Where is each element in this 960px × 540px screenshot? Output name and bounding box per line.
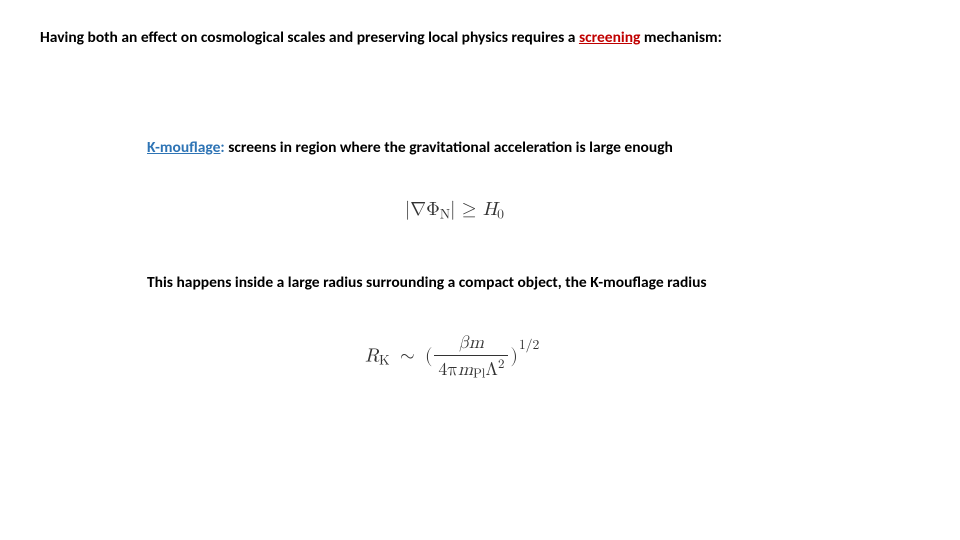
nabla: ∇	[410, 200, 426, 219]
numerator: βm	[434, 332, 508, 356]
lambda: Λ	[485, 361, 498, 379]
H-sub: 0	[497, 207, 504, 221]
equation-gradient: |∇ΦN| ≥ H0	[405, 198, 504, 223]
lparen: (	[425, 346, 432, 365]
radius-text: This happens inside a large radius surro…	[147, 273, 707, 292]
m-num: m	[469, 334, 484, 352]
radius-line: This happens inside a large radius surro…	[147, 273, 707, 292]
beta: β	[459, 334, 469, 352]
intro-post: mechanism:	[640, 28, 722, 47]
phi: Φ	[426, 200, 440, 219]
sim: ∼	[396, 346, 419, 365]
fraction: βm 4πmPlΛ2	[434, 332, 508, 382]
kmouflage-line: K-mouflage: screens in region where the …	[147, 138, 673, 157]
R: R	[365, 346, 379, 365]
kmouflage-term: K-mouflage	[147, 138, 220, 157]
phi-sub: N	[440, 207, 450, 221]
equation-radius: RK ∼ ( βm 4πmPlΛ2 )1/2	[365, 332, 539, 382]
pl-sub: Pl	[473, 367, 485, 380]
screening-term: screening	[579, 28, 640, 47]
intro-line: Having both an effect on cosmological sc…	[40, 28, 722, 47]
m-den: m	[458, 361, 473, 379]
denominator: 4πmPlΛ2	[434, 356, 508, 382]
intro-pre: Having both an effect on cosmological sc…	[40, 28, 579, 47]
exponent: 1/2	[518, 338, 540, 352]
fourpi: 4π	[438, 361, 458, 379]
lambda-sq: 2	[498, 358, 505, 371]
H: H	[483, 200, 497, 219]
geq: ≥	[455, 200, 482, 219]
rparen: )	[510, 346, 517, 365]
slide: Having both an effect on cosmological sc…	[0, 0, 960, 540]
R-sub: K	[379, 354, 390, 368]
kmouflage-desc: screens in region where the gravitationa…	[225, 138, 673, 157]
